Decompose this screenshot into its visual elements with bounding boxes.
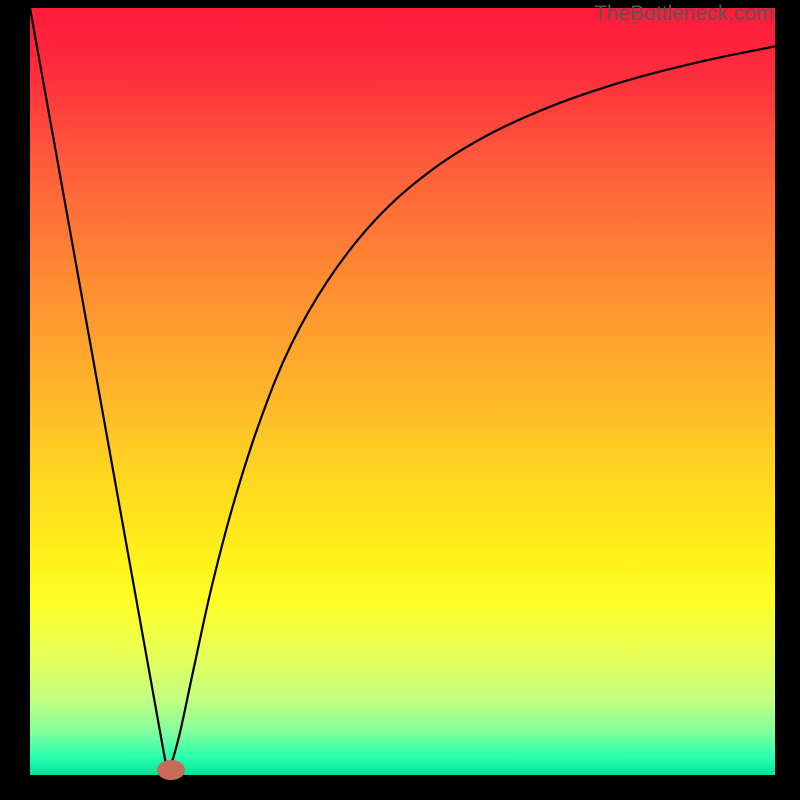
optimal-point-marker: [157, 760, 185, 780]
watermark-text: TheBottleneck.com: [594, 2, 774, 26]
bottleneck-curve: [30, 8, 775, 775]
plot-area: [30, 8, 775, 775]
chart-container: { "canvas": { "width": 800, "height": 80…: [0, 0, 800, 800]
curve-layer: [30, 8, 775, 775]
